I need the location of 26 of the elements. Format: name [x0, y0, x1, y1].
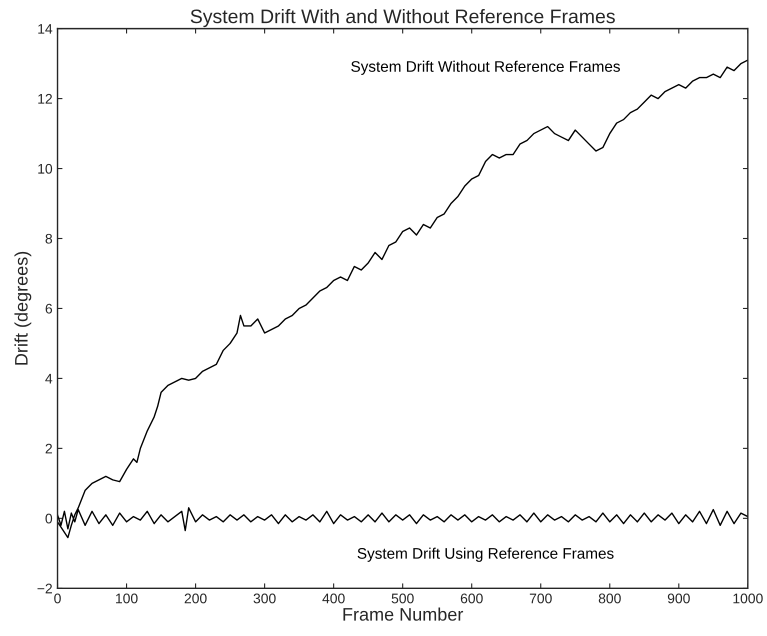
x-tick-label: 600: [460, 594, 483, 604]
x-tick-label: 700: [530, 594, 552, 604]
x-tick-label: 200: [184, 594, 207, 604]
y-tick-label: 10: [38, 164, 52, 174]
x-axis-title: Frame Number: [343, 607, 464, 621]
y-axis-title: Drift (degrees): [14, 252, 32, 365]
x-tick-label: 1000: [733, 594, 763, 604]
y-tick-label: 2: [46, 444, 52, 454]
line-series: [58, 59, 748, 538]
x-tick-label: 900: [668, 594, 690, 604]
x-tick-label: 100: [116, 594, 138, 604]
y-tick-label: 6: [46, 304, 52, 314]
x-tick-label: 300: [254, 594, 276, 604]
chart-title: System Drift With and Without Reference Frames: [190, 8, 615, 28]
y-tick-label: −2: [38, 584, 52, 594]
text: System Drift Without Reference Frames: [351, 60, 620, 75]
x-tick-label: 800: [598, 594, 621, 604]
y-tick-label: 0: [45, 514, 52, 524]
y-tick-label: 4: [45, 374, 52, 384]
y-tick-label: 12: [38, 94, 52, 104]
y-tick-label: 8: [46, 234, 52, 244]
series-label: System Drift Using Reference Frames: [358, 548, 614, 562]
x-tick-label: 500: [392, 594, 414, 604]
y-tick-label: 14: [38, 24, 52, 34]
x-tick-label: 0: [54, 594, 61, 604]
x-tick-label: 400: [322, 594, 345, 604]
